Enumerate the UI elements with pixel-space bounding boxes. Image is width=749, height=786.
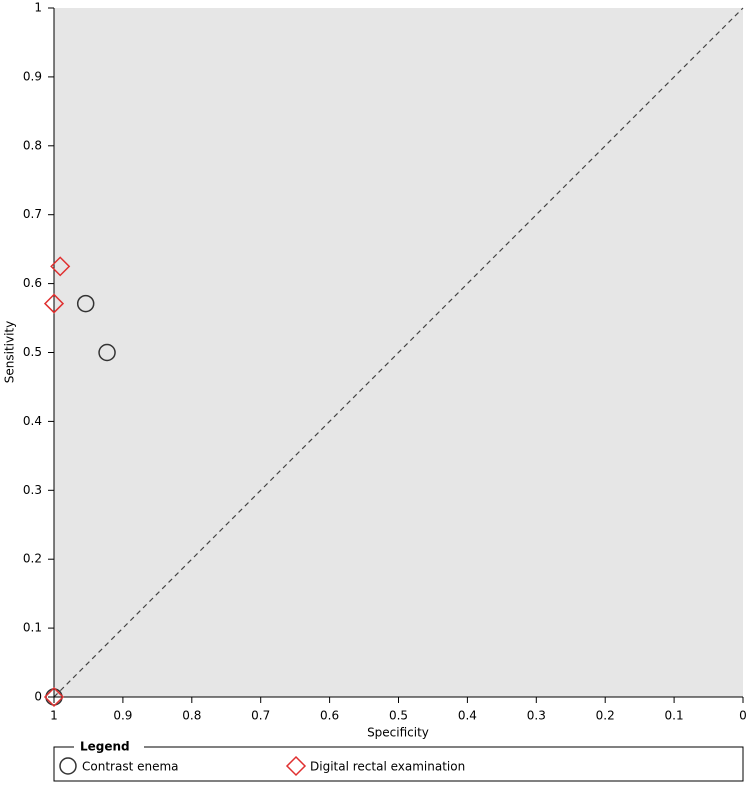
legend-box [53,746,744,782]
y-tick-label: 0.6 [23,276,42,290]
y-tick-label: 0.3 [23,483,42,497]
x-tick-label: 1 [50,709,58,723]
legend-marker [285,755,307,777]
y-tick-label: 0.4 [23,414,42,428]
x-axis-label: Specificity [367,726,429,740]
point [50,256,71,277]
x-tick-label: 0.1 [665,709,684,723]
x-tick-label: 0.9 [113,709,132,723]
y-tick-label: 0.5 [23,345,42,359]
x-tick-label: 0.4 [458,709,477,723]
legend-title-bg [74,740,144,754]
point [76,294,95,313]
x-tick-label: 0.7 [251,709,270,723]
legend-label: Contrast enema [82,760,179,774]
point [43,293,65,314]
y-tick-label: 0.1 [23,621,42,635]
x-tick-label: 0.8 [182,709,201,723]
y-tick-label: 0 [34,690,42,704]
y-tick-label: 1 [34,1,42,15]
diagonal [53,7,744,698]
x-tick-label: 0.3 [527,709,546,723]
y-tick-label: 0.9 [23,69,42,83]
legend-marker [59,757,77,775]
y-tick-label: 0.2 [23,552,42,566]
point [98,343,116,362]
y-tick-label: 0.8 [23,138,42,152]
y-tick-label: 0.7 [23,207,42,221]
x-tick-label: 0.5 [389,709,408,723]
y-axis-label: Sensitivity [3,321,17,383]
x-tick-label: 0.2 [596,709,615,723]
legend-title: Legend [80,740,130,754]
x-tick-label: 0.6 [320,709,339,723]
x-tick-label: 0 [739,709,747,723]
legend-label: Digital rectal examination [310,760,465,774]
point [43,686,65,708]
